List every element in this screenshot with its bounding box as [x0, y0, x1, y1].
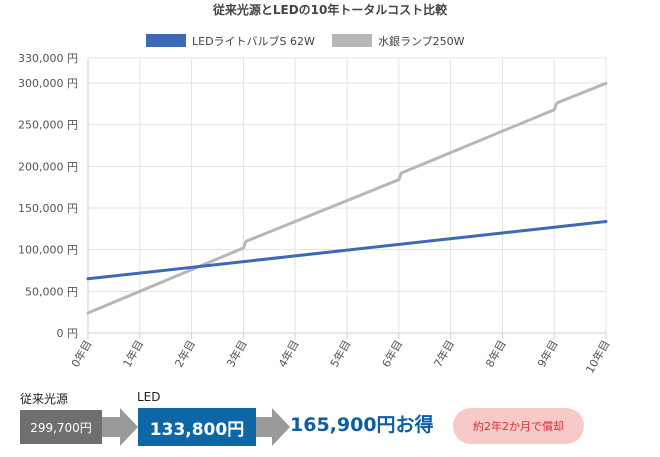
y-tick-label: 250,000 円 — [18, 119, 78, 132]
plot-area — [86, 81, 608, 315]
x-tick-label: 1年目 — [120, 338, 147, 370]
old-light-total: 299,700円 — [20, 410, 102, 444]
y-tick-label: 330,000 円 — [18, 52, 78, 65]
series-line-led — [86, 220, 608, 281]
led-label: LED — [137, 390, 161, 404]
x-tick-label: 4年目 — [275, 338, 302, 370]
y-axis: 0 円 50,000 円 100,000 円 150,000 円 200,000 円 25… — [18, 52, 78, 340]
x-tick-label: 9年目 — [534, 338, 561, 370]
x-axis: 0年目 1年目 2年目 3年目 4年目 5年目 6年目 7年目 8年目 9年目 10年目 — [68, 338, 613, 376]
arrow-right-icon — [256, 408, 290, 446]
y-tick-label: 50,000 円 — [25, 285, 78, 298]
chart-title: 従来光源とLEDの10年トータルコスト比較 — [212, 2, 448, 17]
x-tick-label: 5年目 — [327, 338, 354, 370]
legend-label: 水銀ランプ250W — [378, 34, 465, 48]
x-tick-label: 6年目 — [379, 338, 406, 370]
x-tick-label: 0年目 — [68, 338, 95, 370]
x-tick-label: 7年目 — [431, 338, 458, 370]
chart: 従来光源とLEDの10年トータルコスト比較 LEDライトバルブS 62W 水銀ラン… — [18, 2, 613, 376]
saving-amount: 165,900円お得 — [290, 414, 434, 436]
x-tick-label: 3年目 — [223, 338, 250, 370]
x-tick-label: 8年目 — [482, 338, 509, 370]
y-tick-label: 200,000 円 — [18, 160, 78, 173]
y-tick-label: 150,000 円 — [18, 202, 78, 215]
legend-swatch — [332, 34, 372, 47]
y-tick-label: 100,000 円 — [18, 244, 78, 257]
arrow-right-icon — [102, 408, 138, 446]
legend: LEDライトバルブS 62W 水銀ランプ250W — [146, 34, 465, 48]
legend-swatch — [146, 34, 186, 47]
cost-summary: 従来光源 LED 299,700円 133,800円 165,900円お得 約2… — [0, 388, 660, 457]
series-line-mercury — [86, 81, 608, 315]
old-light-label: 従来光源 — [20, 392, 69, 406]
x-tick-label: 10年目 — [582, 338, 612, 376]
y-tick-label: 300,000 円 — [18, 77, 78, 90]
y-tick-label: 0 円 — [57, 327, 79, 340]
grid — [87, 57, 607, 339]
led-total: 133,800円 — [138, 408, 256, 446]
payback-badge: 約2年2か月で償却 — [453, 408, 584, 444]
legend-label: LEDライトバルブS 62W — [192, 34, 315, 48]
x-tick-label: 2年目 — [172, 338, 199, 370]
